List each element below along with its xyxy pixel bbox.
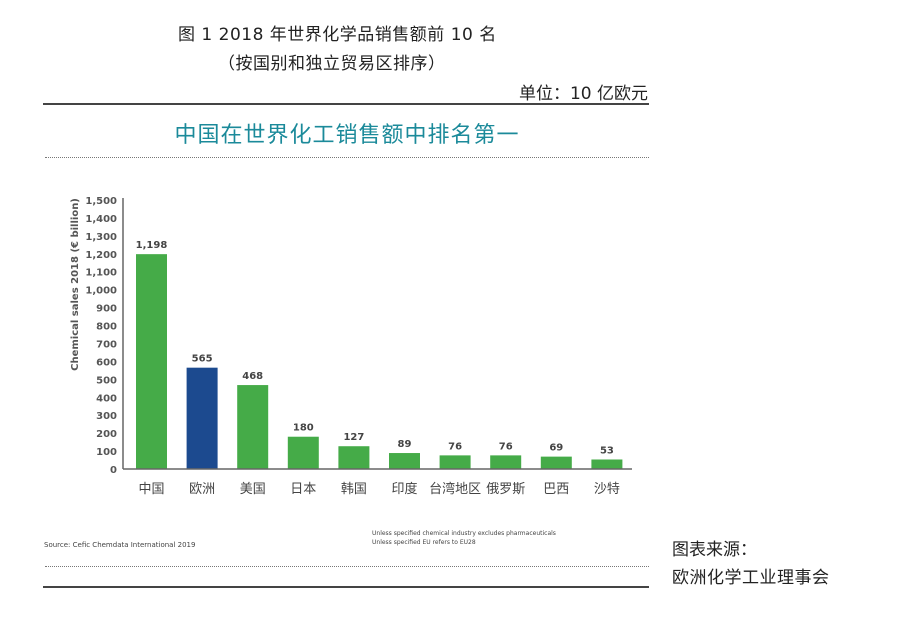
- category-label: 印度: [391, 481, 417, 497]
- category-label: 美国: [240, 482, 266, 497]
- unit-label: 单位：10 亿欧元: [518, 84, 648, 104]
- bar-6: [439, 455, 471, 469]
- category-label: 日本: [290, 482, 316, 497]
- chart-heading: 中国在世界化工销售额中排名第一: [174, 123, 520, 148]
- y-tick-label: 200: [96, 429, 117, 440]
- data-label: 76: [499, 441, 513, 452]
- figure-title: 图 1 2018 年世界化学品销售额前 10 名: [178, 25, 497, 45]
- bar-7: [490, 455, 522, 469]
- bottom-rule: [43, 586, 649, 588]
- y-tick-label: 0: [110, 465, 117, 476]
- y-axis-label: Chemical sales 2018 (€ billion): [70, 198, 81, 371]
- y-tick-label: 1,500: [85, 196, 117, 207]
- footnote-eu: Unless specified EU refers to EU28: [372, 539, 476, 546]
- data-label: 180: [293, 423, 314, 434]
- data-label: 565: [192, 354, 213, 365]
- y-tick-label: 400: [96, 393, 117, 404]
- category-label: 韩国: [341, 482, 367, 497]
- data-label: 1,198: [136, 240, 168, 251]
- bar-0: [136, 254, 167, 469]
- y-tick-label: 1,100: [85, 268, 117, 279]
- bar-9: [591, 459, 623, 469]
- data-label: 53: [600, 445, 614, 456]
- data-label: 127: [343, 432, 364, 443]
- data-label: 69: [549, 443, 563, 454]
- y-tick-label: 600: [96, 357, 117, 368]
- data-label: 468: [242, 371, 263, 382]
- y-tick-label: 100: [96, 447, 117, 458]
- y-tick-label: 1,000: [85, 286, 117, 297]
- top-rule: [43, 103, 649, 105]
- category-label: 沙特: [594, 482, 620, 497]
- y-tick-label: 1,400: [85, 214, 117, 225]
- footnote-pharma: Unless specified chemical industry exclu…: [372, 530, 556, 537]
- y-tick-label: 500: [96, 375, 117, 386]
- category-label: 俄罗斯: [486, 482, 525, 497]
- bars: [136, 254, 623, 469]
- bar-1: [186, 367, 218, 469]
- y-tick-label: 1,200: [85, 250, 117, 261]
- data-label: 89: [398, 439, 412, 450]
- bottom-divider: [45, 566, 649, 567]
- credit-heading: 图表来源：: [672, 540, 757, 560]
- bar-3: [287, 436, 319, 469]
- figure-subtitle: （按国别和独立贸易区排序）: [218, 54, 446, 74]
- data-labels: 1,198 565 468 180 127 89 76 76 69 53: [136, 240, 614, 456]
- credit-organization: 欧洲化学工业理事会: [672, 568, 830, 588]
- y-tick-label: 700: [96, 339, 117, 350]
- bar-8: [540, 456, 572, 469]
- bar-2: [237, 385, 269, 469]
- bar-4: [338, 446, 370, 469]
- y-tick-label: 900: [96, 304, 117, 315]
- category-label: 巴西: [543, 482, 569, 497]
- bar-5: [389, 453, 420, 469]
- y-tick-label: 1,300: [85, 232, 117, 243]
- category-labels: 中国 欧洲 美国 日本 韩国 印度 台湾地区 俄罗斯 巴西 沙特: [138, 481, 619, 497]
- category-label: 欧洲: [189, 482, 215, 497]
- category-label: 台湾地区: [429, 481, 481, 497]
- y-tick-label: 300: [96, 411, 117, 422]
- heading-divider: [45, 157, 649, 158]
- source-note: Source: Cefic Chemdata International 201…: [44, 541, 196, 549]
- category-label: 中国: [138, 482, 164, 497]
- y-axis-ticks: 0 100 200 300 400 500 600 700 800 900 1,000 1,100 1,…: [85, 196, 117, 476]
- y-tick-label: 800: [96, 322, 117, 333]
- data-label: 76: [448, 441, 462, 452]
